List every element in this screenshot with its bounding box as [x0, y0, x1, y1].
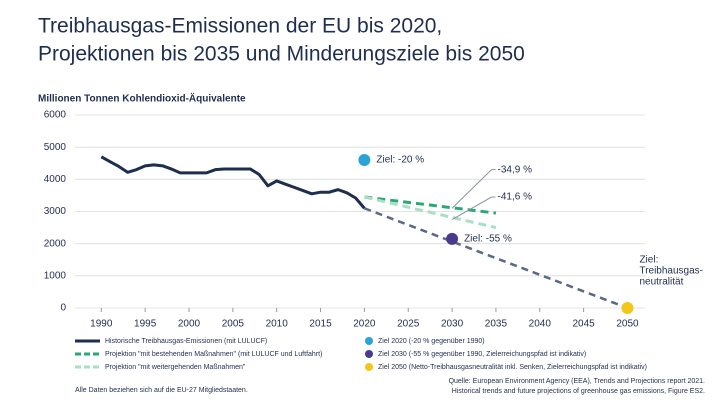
- x-tick-label: 2045: [572, 319, 595, 330]
- annotation: -41,6 %: [498, 192, 533, 203]
- source: Historical trends and future projections…: [452, 388, 705, 395]
- x-tick-label: 2010: [266, 319, 289, 330]
- x-tick-label: 2005: [222, 319, 245, 330]
- x-tick-label: 2015: [309, 319, 332, 330]
- chart-title: Projektionen bis 2035 und Minderungsziel…: [38, 43, 525, 66]
- legend-label: Ziel 2050 (Netto-Treibhausgasneutralität…: [378, 364, 647, 371]
- y-tick-label: 1000: [44, 270, 67, 281]
- x-tick-label: 2035: [485, 319, 508, 330]
- x-tick-label: 2030: [441, 319, 464, 330]
- leader-line: [451, 196, 496, 220]
- source: Quelle: European Environment Agency (EEA…: [449, 378, 705, 385]
- chart-title: Treibhausgas-Emissionen der EU bis 2020,: [38, 15, 442, 38]
- legend-swatch: [365, 337, 373, 345]
- target-point: [446, 232, 459, 245]
- x-tick-label: 2020: [353, 319, 376, 330]
- target-point: [358, 154, 371, 167]
- x-tick-label: 2040: [529, 319, 552, 330]
- legend-label: Projektion "mit weitergehenden Maßnahmen…: [105, 364, 246, 371]
- legend-swatch: [365, 350, 373, 358]
- point-label: Ziel: -20 %: [376, 155, 424, 166]
- legend-label: Historische Treibhausgas-Emissionen (mit…: [105, 338, 267, 345]
- y-axis-label: Millionen Tonnen Kohlendioxid-Äquivalent…: [38, 92, 246, 105]
- leader-line: [451, 169, 496, 209]
- target-point: [621, 302, 634, 314]
- legend-label: Ziel 2020 (-20 % gegenüber 1990): [378, 338, 485, 345]
- y-tick-label: 3000: [44, 206, 67, 217]
- legend-swatch: [365, 363, 373, 371]
- series-line: [100, 155, 366, 210]
- target-path: [363, 207, 628, 310]
- x-tick-label: 1990: [90, 319, 113, 330]
- point-label: Ziel:: [639, 255, 658, 266]
- x-tick-label: 2025: [397, 319, 420, 330]
- y-tick-label: 4000: [44, 174, 67, 185]
- y-tick-label: 6000: [44, 110, 67, 121]
- legend-label: Projektion "mit bestehenden Maßnahmen" (…: [105, 351, 322, 358]
- point-label: Treibhausgas-: [639, 266, 703, 277]
- x-tick-label: 1995: [134, 319, 157, 330]
- series-line: [364, 195, 497, 215]
- y-tick-label: 2000: [44, 238, 67, 249]
- x-tick-label: 2050: [616, 319, 639, 330]
- x-tick-label: 2000: [178, 319, 201, 330]
- annotation: -34,9 %: [498, 164, 533, 175]
- series-line: [364, 195, 497, 230]
- point-label: Ziel: -55 %: [464, 233, 512, 244]
- legend-label: Ziel 2030 (-55 % gegenüber 1990, Zielerr…: [378, 351, 586, 358]
- point-label: neutralität: [639, 277, 683, 288]
- y-tick-label: 0: [60, 303, 66, 314]
- y-tick-label: 5000: [44, 142, 67, 153]
- footnote: Alle Daten beziehen sich auf die EU-27 M…: [75, 387, 248, 394]
